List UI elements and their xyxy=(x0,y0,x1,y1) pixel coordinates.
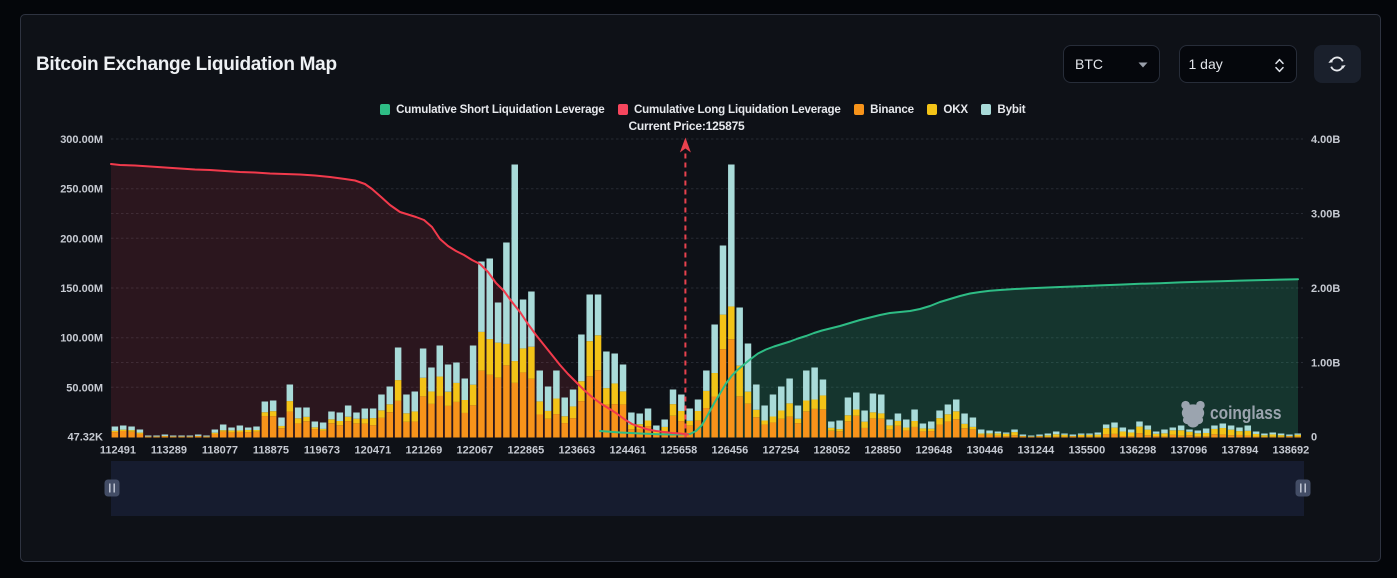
svg-text:300.00M: 300.00M xyxy=(60,134,103,146)
svg-text:122865: 122865 xyxy=(508,445,545,457)
svg-text:200.00M: 200.00M xyxy=(60,233,103,245)
svg-text:138692: 138692 xyxy=(1273,445,1310,457)
svg-text:4.00B: 4.00B xyxy=(1311,134,1340,146)
svg-text:50.00M: 50.00M xyxy=(66,382,103,394)
svg-text:125658: 125658 xyxy=(661,445,698,457)
svg-text:128850: 128850 xyxy=(865,445,902,457)
svg-text:122067: 122067 xyxy=(457,445,494,457)
svg-text:100.00M: 100.00M xyxy=(60,333,103,345)
svg-text:250.00M: 250.00M xyxy=(60,184,103,196)
svg-text:135500: 135500 xyxy=(1069,445,1106,457)
svg-text:123663: 123663 xyxy=(559,445,596,457)
svg-text:0: 0 xyxy=(1311,432,1317,444)
svg-text:112491: 112491 xyxy=(100,445,136,457)
svg-text:coinglass: coinglass xyxy=(1210,402,1282,423)
svg-text:137894: 137894 xyxy=(1222,445,1260,457)
svg-text:118875: 118875 xyxy=(253,445,289,457)
svg-text:128052: 128052 xyxy=(814,445,851,457)
svg-text:127254: 127254 xyxy=(763,445,801,457)
svg-text:118077: 118077 xyxy=(202,445,238,457)
svg-text:121269: 121269 xyxy=(406,445,443,457)
svg-text:131244: 131244 xyxy=(1018,445,1056,457)
svg-text:3.00B: 3.00B xyxy=(1311,209,1340,221)
svg-text:124461: 124461 xyxy=(610,445,647,457)
svg-text:137096: 137096 xyxy=(1171,445,1208,457)
svg-text:120471: 120471 xyxy=(355,445,392,457)
svg-text:126456: 126456 xyxy=(712,445,749,457)
svg-text:136298: 136298 xyxy=(1120,445,1157,457)
svg-text:150.00M: 150.00M xyxy=(60,283,103,295)
svg-text:119673: 119673 xyxy=(304,445,340,457)
svg-text:130446: 130446 xyxy=(967,445,1004,457)
svg-text:113289: 113289 xyxy=(151,445,187,457)
svg-text:1.00B: 1.00B xyxy=(1311,358,1340,370)
svg-text:47.32K: 47.32K xyxy=(68,432,104,444)
svg-text:129648: 129648 xyxy=(916,445,953,457)
svg-text:2.00B: 2.00B xyxy=(1311,283,1340,295)
